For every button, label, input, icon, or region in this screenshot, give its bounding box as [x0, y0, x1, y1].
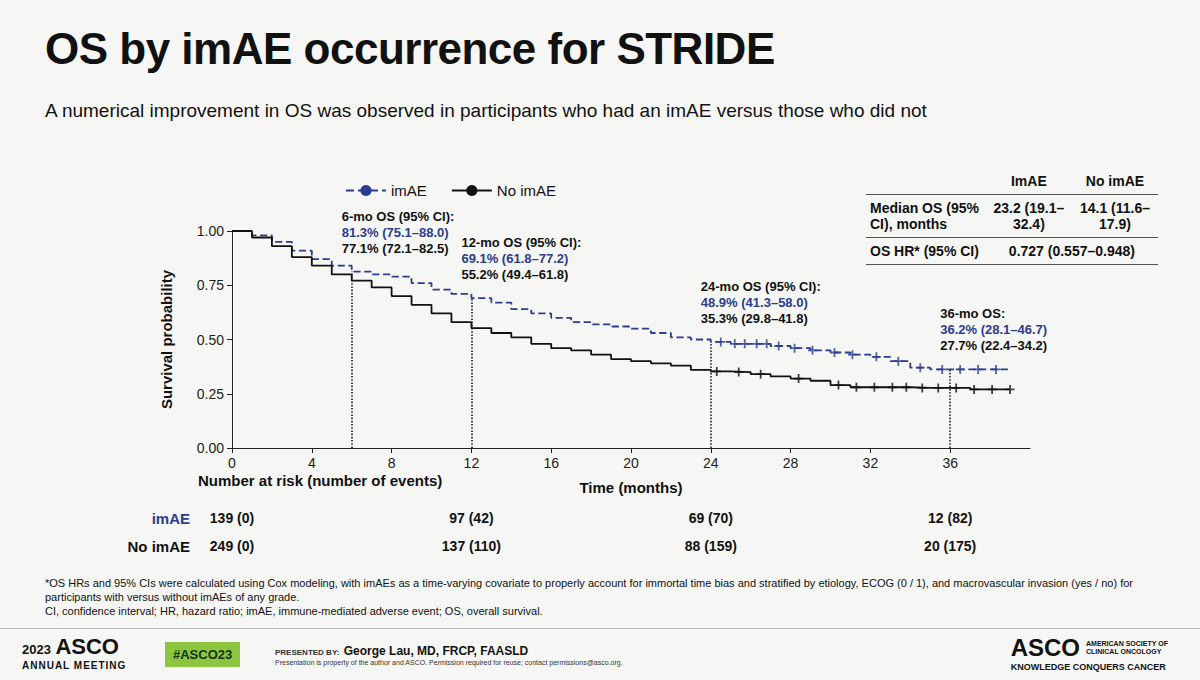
svg-text:24: 24: [703, 455, 719, 471]
html-text:AMERICAN SOCIETY OF CLINICAL O: AMERICAN SOCIETY OF CLINICAL ONCOLOGY: [1086, 640, 1168, 655]
svg-text:12: 12: [464, 455, 480, 471]
svg-text:8: 8: [388, 455, 396, 471]
html-text:*OS HRs and 95% CIs were calcu: *OS HRs and 95% CIs were calculated usin…: [45, 577, 1133, 603]
html-text:ANNUAL MEETING: ANNUAL MEETING: [22, 660, 127, 671]
svg-text:No imAE: No imAE: [497, 182, 556, 199]
svg-text:27.7% (22.4–34.2): 27.7% (22.4–34.2): [940, 338, 1047, 353]
html-text:PRESENTED BY: George Lau, MD,: PRESENTED BY: George Lau, MD, FRCP, FAAS…: [275, 644, 529, 658]
html-text:CI, confidence interval; HR, h: CI, confidence interval; HR, hazard rati…: [45, 605, 543, 617]
html-text:0.727 (0.557–0.948): 0.727 (0.557–0.948): [1008, 243, 1135, 259]
svg-text:69.1% (61.8–77.2): 69.1% (61.8–77.2): [461, 251, 568, 266]
svg-text:249 (0): 249 (0): [210, 538, 254, 554]
html-text:14.1 (11.6–17.9): 14.1 (11.6–17.9): [1079, 200, 1150, 232]
svg-text:imAE: imAE: [391, 182, 427, 199]
svg-text:139 (0): 139 (0): [210, 510, 254, 526]
html-text:2023 ASCO: 2023 ASCO: [22, 634, 119, 659]
svg-text:4: 4: [308, 455, 316, 471]
html-text:ASCO: ASCO: [1010, 634, 1080, 661]
svg-text:24-mo OS (95% CI):: 24-mo OS (95% CI):: [701, 279, 821, 294]
svg-text:137 (110): 137 (110): [442, 538, 501, 554]
html-text:Median OS (95% CI), months: Median OS (95% CI), months: [870, 200, 979, 232]
svg-text:32: 32: [863, 455, 879, 471]
svg-text:Number at risk (number of even: Number at risk (number of events): [198, 472, 442, 489]
svg-text:20: 20: [623, 455, 639, 471]
svg-text:No imAE: No imAE: [127, 538, 190, 555]
svg-text:36: 36: [942, 455, 958, 471]
html-text:OS by imAE occurrence for STRI: OS by imAE occurrence for STRIDE: [45, 24, 775, 73]
html-text:23.2 (19.1–32.4): 23.2 (19.1–32.4): [993, 200, 1065, 232]
svg-text:88 (159): 88 (159): [685, 538, 737, 554]
html-text:KNOWLEDGE CONQUERS CANCER: KNOWLEDGE CONQUERS CANCER: [1010, 662, 1166, 672]
svg-text:0.50: 0.50: [197, 332, 224, 348]
svg-text:0: 0: [228, 455, 236, 471]
html-text:Presentation is property of th: Presentation is property of the author a…: [275, 659, 623, 667]
html-text:No imAE: No imAE: [1085, 173, 1145, 189]
svg-text:0.25: 0.25: [197, 386, 224, 402]
svg-text:36.2% (28.1–46.7): 36.2% (28.1–46.7): [940, 322, 1047, 337]
svg-text:0.00: 0.00: [197, 440, 224, 456]
html-text:#ASCO23: #ASCO23: [173, 647, 233, 662]
svg-text:36-mo OS:: 36-mo OS:: [940, 306, 1005, 321]
svg-text:35.3% (29.8–41.8): 35.3% (29.8–41.8): [701, 311, 808, 326]
svg-text:55.2% (49.4–61.8): 55.2% (49.4–61.8): [461, 267, 568, 282]
svg-text:16: 16: [543, 455, 559, 471]
svg-text:81.3% (75.1–88.0): 81.3% (75.1–88.0): [342, 225, 449, 240]
svg-text:1.00: 1.00: [197, 223, 224, 239]
svg-text:28: 28: [783, 455, 799, 471]
svg-text:97 (42): 97 (42): [449, 510, 493, 526]
svg-text:48.9% (41.3–58.0): 48.9% (41.3–58.0): [701, 295, 808, 310]
html-text:OS HR* (95% CI): OS HR* (95% CI): [870, 243, 979, 259]
svg-text:12-mo OS (95% CI):: 12-mo OS (95% CI):: [461, 235, 581, 250]
html-text:ImAE: ImAE: [1011, 173, 1047, 189]
svg-text:77.1% (72.1–82.5): 77.1% (72.1–82.5): [342, 241, 449, 256]
svg-text:6-mo OS (95% CI):: 6-mo OS (95% CI):: [342, 209, 455, 224]
svg-text:0.75: 0.75: [197, 277, 224, 293]
svg-text:Survival probability: Survival probability: [158, 269, 175, 409]
svg-text:69 (70): 69 (70): [689, 510, 733, 526]
svg-text:12 (82): 12 (82): [928, 510, 972, 526]
svg-text:20 (175): 20 (175): [924, 538, 976, 554]
html-text:A numerical improvement in OS: A numerical improvement in OS was observ…: [45, 100, 927, 121]
svg-text:Time (months): Time (months): [579, 479, 682, 496]
svg-text:imAE: imAE: [152, 510, 190, 527]
